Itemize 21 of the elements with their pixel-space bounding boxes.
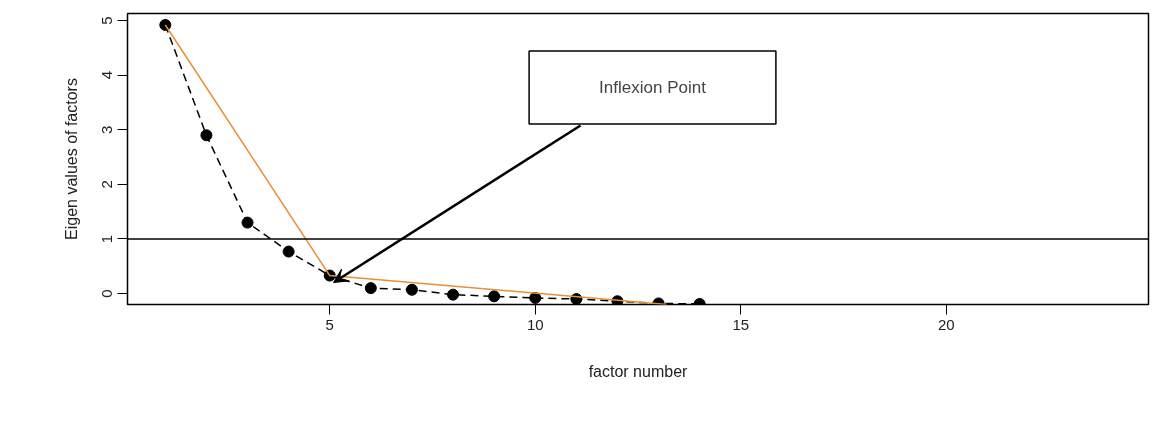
x-tick-label: 10 [526,315,544,333]
y-tick-label: 2 [98,180,116,189]
point [405,283,418,296]
y-tick-label: 3 [98,125,116,134]
y-tick-label: 4 [98,71,116,80]
x-tick-label: 20 [937,315,955,333]
point [282,245,295,258]
point [364,282,377,295]
point [447,288,460,301]
point [200,129,213,142]
y-tick-label: 0 [98,289,116,298]
x-tick-label: 15 [732,315,750,333]
point [241,216,254,229]
x-axis-title: factor number [588,362,689,380]
y-tick-label: 1 [98,234,116,244]
point [159,18,172,31]
x-tick-label: 5 [325,315,334,333]
y-axis-title: Eigen values of factors [62,78,80,240]
y-tick-label: 5 [98,16,116,25]
annotation: Inflexion Point [599,78,707,97]
point [488,290,501,303]
